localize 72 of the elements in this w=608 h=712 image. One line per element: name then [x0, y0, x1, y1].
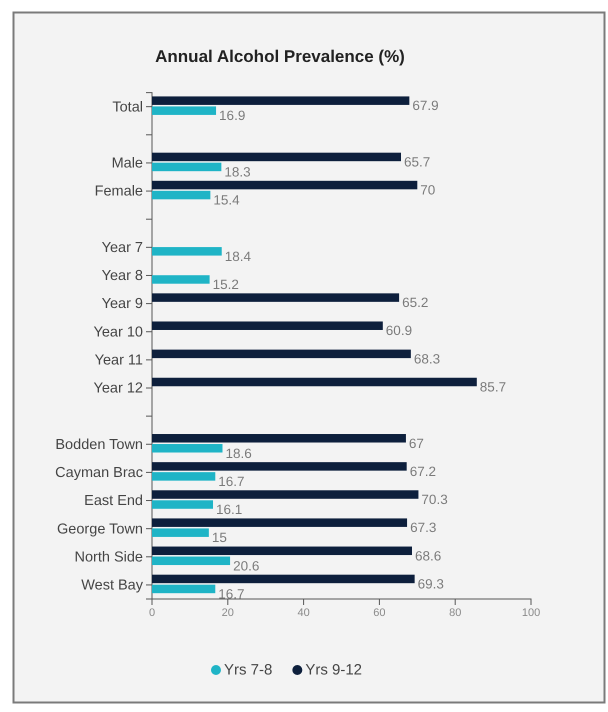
y-tick-label: Year 8 — [102, 268, 143, 284]
bar — [152, 472, 216, 481]
data-label: 16.7 — [218, 586, 245, 602]
bar — [152, 500, 214, 509]
data-label: 16.7 — [218, 474, 245, 489]
y-tick-label: Cayman Brac — [55, 465, 143, 482]
data-label: 70 — [420, 182, 436, 198]
legend-label: Yrs 9-12 — [305, 662, 362, 678]
y-tick-label: Female — [94, 184, 143, 200]
y-tick-label: Year 9 — [102, 296, 143, 312]
data-label: 60.9 — [386, 323, 412, 338]
bar — [152, 444, 222, 453]
bar — [152, 96, 410, 105]
y-tick-label: West Bay — [81, 578, 144, 594]
chart-title: Annual Alcohol Prevalence (%) — [155, 47, 405, 66]
data-label: 67.9 — [412, 98, 439, 114]
y-tick-label: Total — [112, 99, 143, 116]
data-label: 67 — [408, 436, 424, 451]
bar — [152, 378, 477, 386]
y-tick-label: Year 7 — [102, 240, 143, 256]
bar — [152, 462, 407, 471]
x-tick-label: 60 — [373, 606, 386, 619]
x-tick-label: 80 — [449, 606, 462, 619]
data-label: 15 — [212, 530, 227, 546]
data-label: 70.3 — [421, 492, 448, 508]
bar — [152, 247, 222, 256]
y-tick-label: North Side — [74, 549, 143, 566]
data-label: 18.3 — [224, 164, 251, 180]
bar — [152, 180, 418, 190]
bar — [152, 556, 230, 566]
data-label: 18.4 — [224, 248, 252, 264]
bar — [152, 490, 418, 499]
data-label: 18.6 — [225, 446, 252, 461]
data-label: 16.1 — [216, 502, 242, 518]
bar — [152, 162, 222, 172]
bar — [152, 293, 400, 302]
data-label: 20.6 — [233, 558, 260, 574]
data-label: 15.4 — [213, 192, 240, 208]
y-tick-label: Male — [112, 156, 143, 172]
data-label: 16.9 — [219, 108, 246, 124]
bar — [152, 528, 209, 537]
bar — [152, 584, 216, 594]
bar — [152, 546, 412, 556]
bar — [152, 434, 406, 443]
bar — [152, 190, 210, 200]
data-label: 85.7 — [480, 380, 506, 394]
data-label: 67.2 — [410, 464, 436, 479]
bar — [152, 152, 402, 162]
data-label: 68.3 — [414, 351, 440, 366]
y-tick-label: Year 10 — [94, 324, 143, 340]
data-label: 69.3 — [418, 576, 444, 592]
y-tick-label: Year 12 — [94, 380, 143, 397]
x-tick-label: 100 — [522, 606, 540, 619]
data-label: 68.6 — [414, 548, 442, 564]
bar — [152, 321, 383, 330]
bar — [152, 350, 411, 358]
y-tick-label: East End — [84, 493, 143, 510]
y-tick-label: George Town — [57, 521, 143, 538]
x-tick-label: 40 — [297, 606, 310, 619]
bar — [152, 106, 216, 115]
x-tick-label: 0 — [148, 606, 156, 619]
legend-label: Yrs 7-8 — [224, 662, 272, 678]
y-tick-label: Year 11 — [94, 352, 143, 369]
bar — [152, 275, 210, 284]
bar — [152, 574, 415, 584]
y-tick-label: Bodden Town — [55, 436, 143, 453]
data-label: 15.2 — [212, 276, 239, 292]
data-label: 65.7 — [404, 154, 430, 170]
bar — [152, 518, 408, 527]
data-label: 65.2 — [402, 295, 428, 310]
data-label: 67.3 — [410, 520, 436, 536]
x-tick-label: 20 — [222, 606, 234, 619]
